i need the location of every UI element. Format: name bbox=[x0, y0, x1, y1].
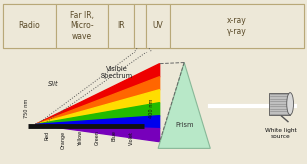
Ellipse shape bbox=[287, 93, 293, 115]
Text: IR: IR bbox=[117, 21, 125, 31]
Text: Violet: Violet bbox=[129, 131, 134, 144]
Text: Blue: Blue bbox=[112, 131, 117, 141]
Text: Visible
Spectrum: Visible Spectrum bbox=[101, 66, 133, 79]
Text: White light
source: White light source bbox=[265, 128, 297, 139]
Text: Prism: Prism bbox=[175, 122, 193, 128]
Text: Radio: Radio bbox=[18, 21, 40, 31]
Text: 400 nm: 400 nm bbox=[150, 99, 154, 118]
Polygon shape bbox=[35, 124, 160, 142]
FancyBboxPatch shape bbox=[269, 93, 290, 115]
Polygon shape bbox=[35, 90, 160, 124]
Text: Yellow: Yellow bbox=[78, 131, 83, 146]
Text: Red: Red bbox=[44, 131, 49, 140]
Text: Green: Green bbox=[95, 131, 100, 145]
Bar bbox=[108, 4, 134, 48]
Polygon shape bbox=[35, 116, 160, 129]
Polygon shape bbox=[158, 62, 210, 148]
Text: Far IR,
Micro-
wave: Far IR, Micro- wave bbox=[70, 11, 94, 41]
Text: Slit: Slit bbox=[49, 81, 59, 87]
Polygon shape bbox=[35, 103, 160, 124]
Text: 750 nm: 750 nm bbox=[24, 99, 29, 118]
Text: Orange: Orange bbox=[61, 131, 66, 149]
Bar bbox=[146, 4, 170, 48]
Bar bbox=[56, 4, 108, 48]
Polygon shape bbox=[35, 64, 160, 124]
Text: UV: UV bbox=[153, 21, 163, 31]
Bar bbox=[3, 4, 304, 48]
Bar bbox=[170, 4, 304, 48]
Polygon shape bbox=[35, 77, 160, 124]
Bar bbox=[134, 4, 146, 48]
Bar bbox=[3, 4, 56, 48]
Text: x-ray
γ-ray: x-ray γ-ray bbox=[227, 16, 247, 36]
